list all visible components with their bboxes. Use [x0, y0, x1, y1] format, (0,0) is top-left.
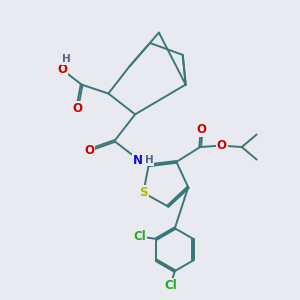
Text: O: O: [57, 63, 67, 76]
Text: O: O: [217, 139, 226, 152]
Text: H: H: [61, 54, 70, 64]
Text: O: O: [84, 143, 94, 157]
Text: O: O: [72, 102, 82, 115]
Text: S: S: [139, 186, 148, 199]
Text: N: N: [133, 154, 143, 167]
Text: H: H: [145, 155, 154, 165]
Text: Cl: Cl: [134, 230, 146, 243]
Text: Cl: Cl: [164, 279, 177, 292]
Text: O: O: [197, 123, 207, 136]
